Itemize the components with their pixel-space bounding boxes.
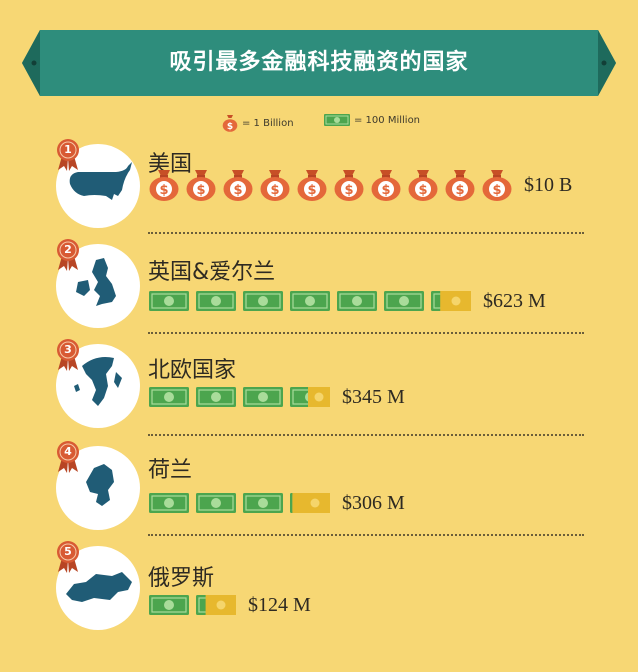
title-banner: [22, 30, 616, 96]
legend-bag: $ = 1 Billion: [222, 114, 294, 132]
rank-number: 5: [64, 545, 72, 558]
rank-number: 4: [64, 445, 72, 458]
row-divider: [148, 434, 584, 436]
country-name: 俄罗斯: [148, 566, 215, 591]
amount-label: $10 B: [524, 173, 573, 196]
country-name: 荷兰: [148, 458, 193, 483]
money-bag-icon: $: [186, 170, 216, 201]
money-bag-icon: $: [223, 170, 253, 201]
bill-icon: [243, 387, 283, 407]
country-name: 美国: [148, 152, 193, 177]
rank-number: 1: [64, 143, 72, 156]
money-bag-icon: $: [334, 170, 364, 201]
money-bag-icon: $: [149, 170, 179, 201]
svg-text:$: $: [233, 183, 242, 198]
bill-icon: [149, 595, 189, 615]
bill-icon: [196, 291, 236, 311]
bill-icon: [149, 493, 189, 513]
bill-icon: [324, 114, 350, 126]
netherlands-map-icon: [86, 464, 114, 506]
partial-bill-icon: [431, 291, 471, 311]
svg-text:$: $: [418, 183, 427, 198]
svg-text:$: $: [159, 183, 168, 198]
bill-icon: [149, 387, 189, 407]
amount-label: $124 M: [248, 593, 311, 616]
amount-label: $306 M: [342, 491, 405, 514]
legend-bill-label: = 100 Million: [354, 114, 421, 126]
partial-bill-icon: [290, 493, 330, 513]
legend: $ = 1 Billion = 100 Million: [0, 114, 638, 134]
rank-badge: 3: [54, 338, 82, 372]
svg-text:$: $: [196, 183, 205, 198]
row-divider: [148, 232, 584, 234]
row-divider: [148, 332, 584, 334]
svg-text:$: $: [381, 183, 390, 198]
svg-text:$: $: [270, 183, 279, 198]
bill-icon: [243, 493, 283, 513]
russia-map-icon: [66, 572, 132, 602]
rank-number: 3: [64, 343, 72, 356]
usa-map-icon: [69, 162, 132, 200]
rank-number: 2: [64, 243, 72, 256]
money-bag-icon: $: [260, 170, 290, 201]
rank-badge: 1: [54, 138, 82, 172]
nordic-map-icon: [74, 357, 122, 406]
row-divider: [148, 534, 584, 536]
rank-badge: 4: [54, 440, 82, 474]
bill-icon: [337, 291, 377, 311]
value-icons: $124 M: [148, 588, 311, 622]
country-name: 英国&爱尔兰: [148, 260, 276, 285]
bill-icon: [290, 291, 330, 311]
value-icons: $306 M: [148, 486, 405, 520]
legend-bag-label: = 1 Billion: [242, 117, 294, 129]
partial-bill-icon: [196, 595, 236, 615]
money-bag-icon: $: [482, 170, 512, 201]
rank-badge: 2: [54, 238, 82, 272]
amount-label: $345 M: [342, 385, 405, 408]
legend-bill: = 100 Million: [324, 114, 420, 126]
svg-text:$: $: [227, 122, 233, 132]
rank-badge: 5: [54, 540, 82, 574]
svg-text:$: $: [307, 183, 316, 198]
bill-icon: [196, 493, 236, 513]
value-icons: $ $ $ $ $ $ $ $ $ $ $10 B: [148, 168, 572, 202]
bill-icon: [149, 291, 189, 311]
money-bag-icon: $: [371, 170, 401, 201]
value-icons: $623 M: [148, 284, 546, 318]
bill-icon: [384, 291, 424, 311]
page-title: 吸引最多金融科技融资的国家: [169, 50, 469, 75]
money-bag-icon: $: [297, 170, 327, 201]
svg-text:$: $: [492, 183, 501, 198]
money-bag-icon: $: [445, 170, 475, 201]
uk-ireland-map-icon: [76, 258, 116, 306]
value-icons: $345 M: [148, 380, 405, 414]
svg-text:$: $: [455, 183, 464, 198]
country-name: 北欧国家: [148, 358, 237, 383]
money-bag-icon: $: [408, 170, 438, 201]
bill-icon: [243, 291, 283, 311]
amount-label: $623 M: [483, 289, 546, 312]
bill-icon: [196, 387, 236, 407]
partial-bill-icon: [290, 387, 330, 407]
money-bag-icon: $: [222, 115, 238, 132]
svg-text:$: $: [344, 183, 353, 198]
